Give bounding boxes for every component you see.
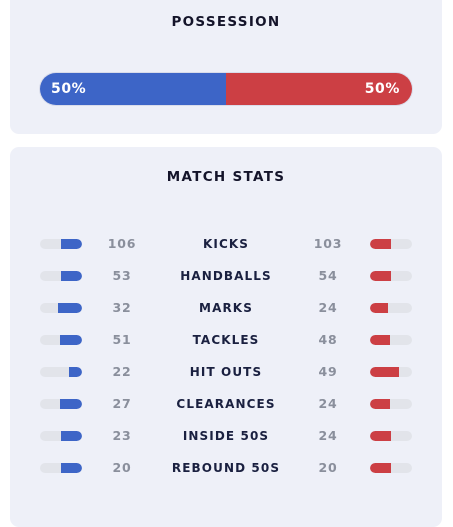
stat-row: 20 REBOUND 50S 20: [10, 459, 442, 477]
possession-away-segment: 50%: [226, 73, 412, 105]
away-stat-bar-fill: [370, 367, 399, 377]
away-stat-bar: [370, 463, 412, 473]
possession-card: POSSESSION 50% 50%: [10, 0, 442, 134]
home-stat-value: 20: [112, 460, 132, 475]
away-stat-bar-fill: [370, 303, 389, 313]
away-stat-bar: [370, 303, 412, 313]
stat-name: HANDBALLS: [180, 269, 272, 283]
stat-row: 32 MARKS 24: [10, 299, 442, 317]
away-stat-bar-fill: [370, 335, 391, 345]
home-stat-bar: [40, 431, 82, 441]
away-stat-bar-fill: [370, 431, 392, 441]
possession-home-segment: 50%: [40, 73, 226, 105]
away-stat-value: 54: [318, 268, 338, 283]
home-stat-bar-fill: [68, 367, 82, 377]
away-stat-value: 20: [318, 460, 338, 475]
away-stat-value: 48: [318, 332, 338, 347]
home-stat-bar: [40, 303, 82, 313]
stat-row: 22 HIT OUTS 49: [10, 363, 442, 381]
away-stat-bar: [370, 335, 412, 345]
possession-bar: 50% 50%: [40, 73, 412, 105]
home-stat-value: 23: [112, 428, 132, 443]
home-stat-bar: [40, 367, 82, 377]
home-stat-bar-fill: [61, 431, 82, 441]
away-stat-value: 49: [318, 364, 338, 379]
home-stat-value: 51: [112, 332, 132, 347]
home-stat-bar: [40, 271, 82, 281]
home-stat-bar: [40, 463, 82, 473]
home-stat-bar-fill: [61, 239, 82, 249]
stat-name: TACKLES: [192, 333, 260, 347]
home-stat-bar-fill: [61, 271, 82, 281]
stat-name: KICKS: [202, 237, 249, 251]
stat-row: 51 TACKLES 48: [10, 331, 442, 349]
away-stat-bar: [370, 271, 412, 281]
away-stat-bar-fill: [370, 399, 390, 409]
match-stats-title: MATCH STATS: [166, 169, 286, 185]
stat-name: HIT OUTS: [189, 365, 263, 379]
stat-row: 23 INSIDE 50S 24: [10, 427, 442, 445]
home-stat-bar: [40, 239, 82, 249]
stat-row: 27 CLEARANCES 24: [10, 395, 442, 413]
away-stat-bar-fill: [370, 271, 391, 281]
home-stat-bar: [40, 335, 82, 345]
home-stat-value: 106: [107, 236, 137, 251]
possession-title: POSSESSION: [171, 14, 281, 30]
stat-name: INSIDE 50S: [182, 429, 270, 443]
home-stat-value: 27: [112, 396, 132, 411]
stat-name: REBOUND 50S: [171, 461, 281, 475]
away-stat-bar: [370, 431, 412, 441]
stat-row: 53 HANDBALLS 54: [10, 267, 442, 285]
home-stat-bar: [40, 399, 82, 409]
home-stat-value: 32: [112, 300, 132, 315]
away-stat-value: 24: [318, 428, 338, 443]
possession-home-label: 50%: [51, 81, 87, 97]
away-stat-bar-fill: [370, 463, 391, 473]
away-stat-bar-fill: [370, 239, 391, 249]
away-stat-value: 24: [318, 300, 338, 315]
away-stat-bar: [370, 367, 412, 377]
stat-name: MARKS: [199, 301, 253, 315]
home-stat-bar-fill: [58, 303, 82, 313]
possession-away-label: 50%: [364, 81, 400, 97]
home-stat-bar-fill: [60, 335, 82, 345]
home-stat-bar-fill: [59, 399, 82, 409]
home-stat-bar-fill: [61, 463, 82, 473]
stat-row: 106 KICKS 103: [10, 235, 442, 253]
home-stat-value: 22: [112, 364, 132, 379]
stat-name: CLEARANCES: [176, 397, 276, 411]
match-stats-card: MATCH STATS 106 KICKS 103 53 HANDBALLS 5…: [10, 147, 442, 527]
away-stat-value: 24: [318, 396, 338, 411]
away-stat-value: 103: [313, 236, 343, 251]
away-stat-bar: [370, 399, 412, 409]
away-stat-bar: [370, 239, 412, 249]
home-stat-value: 53: [112, 268, 132, 283]
